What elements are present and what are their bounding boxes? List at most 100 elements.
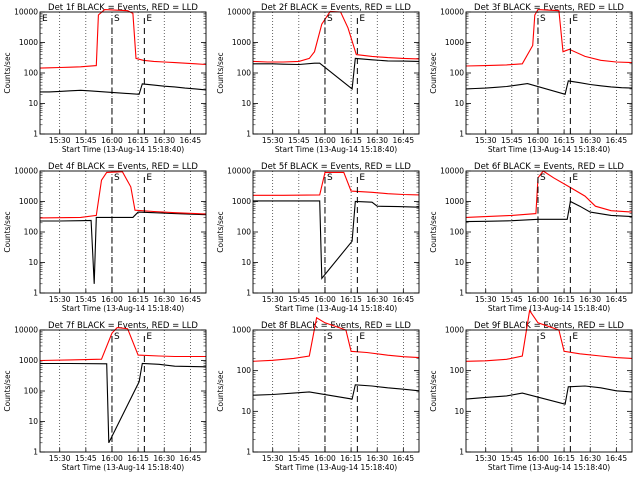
x-axis-label: Start Time (13-Aug-14 15:18:40) — [62, 463, 184, 472]
chart-title: Det 6f BLACK = Events, RED = LLD — [474, 162, 624, 172]
events-series-line — [40, 362, 207, 444]
x-tick-label: 16:45 — [606, 136, 628, 145]
y-tick-label: 10 — [241, 407, 251, 416]
y-tick-label: 1 — [459, 448, 464, 457]
chart-title: Det 4f BLACK = Events, RED = LLD — [48, 162, 198, 172]
x-tick-label: 16:15 — [340, 295, 362, 304]
y-tick-label: 10 — [28, 99, 38, 108]
y-tick-label: 1 — [33, 289, 38, 298]
y-tick-label: 1000 — [19, 38, 38, 47]
segment-marker-label: E — [359, 14, 365, 24]
segment-marker-label: E — [359, 173, 365, 183]
y-tick-label: 100 — [237, 366, 252, 375]
segment-marker-label: S — [114, 14, 120, 24]
x-tick-label: 16:45 — [180, 136, 202, 145]
chart-title: Det 2f BLACK = Events, RED = LLD — [261, 3, 411, 13]
x-tick-label: 16:30 — [579, 454, 601, 463]
x-tick-label: 15:30 — [262, 454, 284, 463]
x-tick-label: 16:00 — [314, 454, 336, 463]
y-axis-label: Counts/sec — [216, 52, 225, 93]
x-axis-label: Start Time (13-Aug-14 15:18:40) — [488, 463, 610, 472]
y-tick-label: 10000 — [440, 167, 464, 176]
y-tick-label: 100 — [24, 387, 39, 396]
plot-frame — [252, 329, 420, 453]
x-tick-label: 16:30 — [366, 136, 388, 145]
segment-marker-label: S — [540, 14, 546, 24]
x-tick-label: 16:30 — [366, 454, 388, 463]
x-tick-label: 16:00 — [314, 295, 336, 304]
plot-frame — [465, 11, 633, 135]
events-series-line — [253, 200, 420, 280]
x-tick-label: 15:30 — [475, 136, 497, 145]
chart-panel-3: Det 3f BLACK = Events, RED = LLD 1 10 100 10… — [429, 3, 633, 154]
y-tick-label: 10000 — [14, 167, 38, 176]
y-tick-label: 10000 — [227, 8, 251, 17]
y-tick-label: 10 — [28, 258, 38, 267]
x-tick-label: 16:30 — [579, 136, 601, 145]
x-tick-label: 16:15 — [340, 454, 362, 463]
y-tick-label: 1 — [246, 130, 251, 139]
x-tick-label: 16:15 — [553, 136, 575, 145]
x-tick-label: 16:30 — [366, 295, 388, 304]
x-tick-label: 16:15 — [553, 454, 575, 463]
segment-marker-label: E — [572, 14, 578, 24]
y-tick-label: 1 — [246, 289, 251, 298]
x-tick-label: 16:15 — [127, 136, 149, 145]
chart-panel-1: Det 1f BLACK = Events, RED = LLD 1 10 100 10… — [3, 3, 207, 154]
segment-marker-label: E — [359, 332, 365, 342]
x-tick-label: 16:00 — [527, 295, 549, 304]
y-tick-label: 100 — [24, 69, 39, 78]
plot-frame — [252, 11, 420, 135]
chart-title: Det 7f BLACK = Events, RED = LLD — [48, 321, 198, 331]
y-tick-label: 10 — [241, 99, 251, 108]
y-tick-label: 10000 — [14, 326, 38, 335]
x-axis-label: Start Time (13-Aug-14 15:18:40) — [62, 145, 184, 154]
y-tick-label: 1 — [33, 448, 38, 457]
y-tick-label: 10000 — [440, 8, 464, 17]
events-series-line — [253, 57, 420, 90]
chart-panel-7: Det 7f BLACK = Events, RED = LLD 1 10 100 10… — [3, 321, 207, 472]
y-axis-label: Counts/sec — [3, 370, 12, 411]
x-tick-label: 16:45 — [393, 454, 415, 463]
segment-marker-label: E — [146, 14, 152, 24]
x-tick-label: 15:30 — [262, 136, 284, 145]
y-tick-label: 10000 — [227, 167, 251, 176]
segment-marker-label: E — [572, 332, 578, 342]
x-tick-label: 16:00 — [101, 295, 123, 304]
y-axis-label: Counts/sec — [216, 370, 225, 411]
x-tick-label: 15:30 — [49, 295, 71, 304]
x-tick-label: 16:00 — [314, 136, 336, 145]
x-tick-label: 16:00 — [527, 136, 549, 145]
chart-panel-5: Det 5f BLACK = Events, RED = LLD 1 10 100 10… — [216, 162, 420, 313]
chart-title: Det 3f BLACK = Events, RED = LLD — [474, 3, 624, 13]
events-series-line — [40, 83, 207, 95]
y-tick-label: 1000 — [445, 38, 464, 47]
chart-panel-9: Det 9f BLACK = Events, RED = LLD 1 10 100 10… — [429, 309, 633, 472]
segment-marker-label: E — [42, 14, 48, 24]
x-tick-label: 16:00 — [101, 454, 123, 463]
y-tick-label: 10 — [454, 258, 464, 267]
y-axis-label: Counts/sec — [429, 211, 438, 252]
y-tick-label: 10 — [454, 407, 464, 416]
x-tick-label: 16:15 — [340, 136, 362, 145]
x-tick-label: 16:45 — [606, 454, 628, 463]
y-axis-label: Counts/sec — [429, 370, 438, 411]
x-tick-label: 16:30 — [153, 136, 175, 145]
x-axis-label: Start Time (13-Aug-14 15:18:40) — [275, 463, 397, 472]
plot-frame — [39, 11, 207, 135]
segment-marker-label: E — [572, 173, 578, 183]
plot-frame — [39, 329, 207, 453]
x-tick-label: 16:30 — [153, 295, 175, 304]
x-tick-label: 16:15 — [553, 295, 575, 304]
x-tick-label: 16:30 — [153, 454, 175, 463]
plot-frame — [465, 170, 633, 294]
chart-panel-4: Det 4f BLACK = Events, RED = LLD 1 10 100 10… — [3, 162, 207, 313]
y-tick-label: 1 — [459, 130, 464, 139]
segment-marker-label: S — [327, 332, 333, 342]
y-tick-label: 100 — [450, 366, 465, 375]
x-tick-label: 15:45 — [501, 136, 523, 145]
x-axis-label: Start Time (13-Aug-14 15:18:40) — [62, 304, 184, 313]
x-axis-label: Start Time (13-Aug-14 15:18:40) — [488, 145, 610, 154]
lld-series-line — [39, 9, 207, 69]
y-axis-label: Counts/sec — [216, 211, 225, 252]
